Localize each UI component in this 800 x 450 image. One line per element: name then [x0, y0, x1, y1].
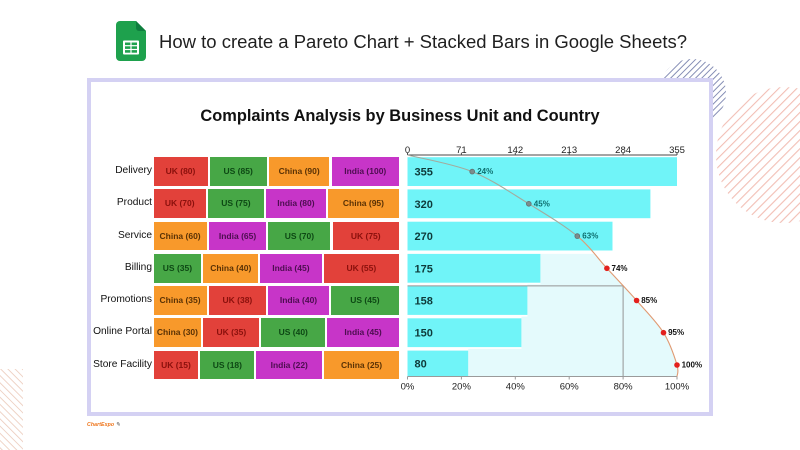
svg-text:0: 0	[405, 145, 410, 156]
svg-text:85%: 85%	[641, 296, 657, 305]
svg-text:45%: 45%	[534, 199, 550, 208]
svg-text:355: 355	[669, 145, 685, 156]
svg-text:40%: 40%	[506, 382, 526, 393]
svg-text:74%: 74%	[612, 264, 628, 273]
svg-text:284: 284	[615, 145, 631, 156]
svg-text:24%: 24%	[477, 167, 493, 176]
svg-text:20%: 20%	[452, 382, 472, 393]
svg-text:100%: 100%	[665, 382, 690, 393]
svg-text:95%: 95%	[668, 328, 684, 337]
svg-text:175: 175	[415, 263, 433, 275]
svg-text:213: 213	[561, 145, 577, 156]
svg-text:100%: 100%	[682, 361, 702, 370]
svg-text:355: 355	[415, 167, 433, 179]
svg-text:320: 320	[415, 199, 433, 211]
svg-text:142: 142	[507, 145, 523, 156]
svg-text:270: 270	[415, 231, 433, 243]
svg-text:60%: 60%	[560, 382, 580, 393]
svg-text:63%: 63%	[582, 232, 598, 241]
svg-text:158: 158	[415, 296, 433, 308]
svg-text:71: 71	[456, 145, 467, 156]
svg-text:80%: 80%	[614, 382, 634, 393]
svg-text:0%: 0%	[401, 382, 415, 393]
svg-text:150: 150	[415, 328, 433, 340]
svg-text:80: 80	[415, 359, 427, 371]
